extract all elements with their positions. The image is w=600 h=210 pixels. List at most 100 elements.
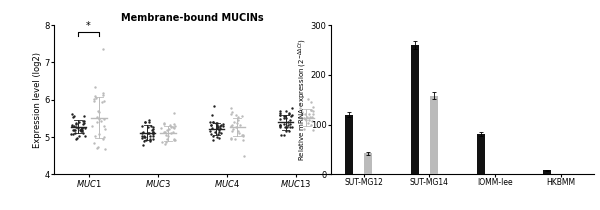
Point xyxy=(297,112,307,116)
Point xyxy=(214,125,223,128)
Point xyxy=(226,136,236,139)
Point xyxy=(227,123,237,126)
Point xyxy=(97,101,107,104)
Point xyxy=(141,138,151,142)
Point xyxy=(231,125,241,129)
Point xyxy=(166,124,175,127)
Point xyxy=(237,114,247,118)
Point xyxy=(100,118,109,121)
Point xyxy=(304,112,314,115)
Point xyxy=(145,131,154,134)
Point xyxy=(212,123,222,126)
Point xyxy=(287,113,297,117)
Point xyxy=(275,123,284,127)
Point xyxy=(98,92,108,95)
Point xyxy=(89,97,98,101)
Point xyxy=(137,134,147,138)
Point xyxy=(168,125,178,129)
Point xyxy=(100,147,110,150)
Point xyxy=(162,129,172,132)
Point xyxy=(92,116,101,119)
Point xyxy=(72,136,82,140)
Point xyxy=(166,125,176,129)
Point xyxy=(300,117,310,120)
Bar xyxy=(411,45,419,174)
Point xyxy=(160,142,170,145)
Point xyxy=(287,106,297,110)
Point xyxy=(80,126,89,130)
Point xyxy=(308,110,318,113)
Point xyxy=(214,130,224,133)
Point xyxy=(207,113,217,117)
Point xyxy=(139,139,149,143)
Point xyxy=(69,115,79,118)
Point xyxy=(208,138,218,142)
Point xyxy=(215,137,224,140)
Point xyxy=(279,116,289,120)
Point xyxy=(160,130,170,134)
Point xyxy=(75,128,85,131)
Point xyxy=(301,118,311,122)
Point xyxy=(232,121,241,124)
Point xyxy=(299,116,309,119)
Bar xyxy=(345,115,353,174)
Point xyxy=(306,108,316,111)
Point xyxy=(235,131,244,135)
Point xyxy=(143,125,152,129)
Point xyxy=(139,134,148,137)
Point xyxy=(91,94,100,98)
Point xyxy=(74,126,83,129)
Point xyxy=(275,126,285,129)
Point xyxy=(303,97,313,101)
Point xyxy=(281,129,291,133)
Point xyxy=(80,134,90,138)
Point xyxy=(70,129,80,132)
Point xyxy=(306,108,316,111)
Point xyxy=(205,129,215,132)
Point xyxy=(92,147,101,150)
Point xyxy=(280,115,289,118)
Point xyxy=(284,124,293,127)
Point xyxy=(209,121,218,124)
Point xyxy=(275,109,284,112)
Y-axis label: Relative mRNA expression (2$^{-\Delta\Delta Ct}$): Relative mRNA expression (2$^{-\Delta\De… xyxy=(296,38,308,161)
Point xyxy=(170,138,179,142)
Point xyxy=(275,124,284,128)
Point xyxy=(304,119,314,122)
Point xyxy=(287,125,296,128)
Point xyxy=(88,124,97,127)
Point xyxy=(239,133,248,137)
Point xyxy=(140,120,150,124)
Point xyxy=(99,124,109,128)
Point xyxy=(214,129,224,132)
Point xyxy=(207,127,217,130)
Point xyxy=(143,131,153,134)
Point xyxy=(217,132,226,135)
Point xyxy=(98,137,108,141)
Point xyxy=(170,125,179,128)
Point xyxy=(94,132,104,135)
Bar xyxy=(430,96,439,174)
Point xyxy=(205,121,215,124)
Point xyxy=(68,128,77,131)
Point xyxy=(148,133,157,136)
Point xyxy=(79,120,88,123)
Bar xyxy=(364,154,373,174)
Point xyxy=(74,121,83,124)
Point xyxy=(275,118,284,121)
Point xyxy=(148,127,158,131)
Point xyxy=(77,129,87,132)
Point xyxy=(214,133,223,136)
Point xyxy=(281,110,290,113)
Point xyxy=(89,100,98,103)
Point xyxy=(212,135,222,139)
Point xyxy=(145,118,154,122)
Point xyxy=(94,117,104,121)
Point xyxy=(68,125,77,128)
Point xyxy=(67,133,76,136)
Point xyxy=(145,121,154,124)
Point xyxy=(77,129,87,132)
Point xyxy=(302,115,311,119)
Point xyxy=(280,125,290,129)
Point xyxy=(279,114,289,117)
